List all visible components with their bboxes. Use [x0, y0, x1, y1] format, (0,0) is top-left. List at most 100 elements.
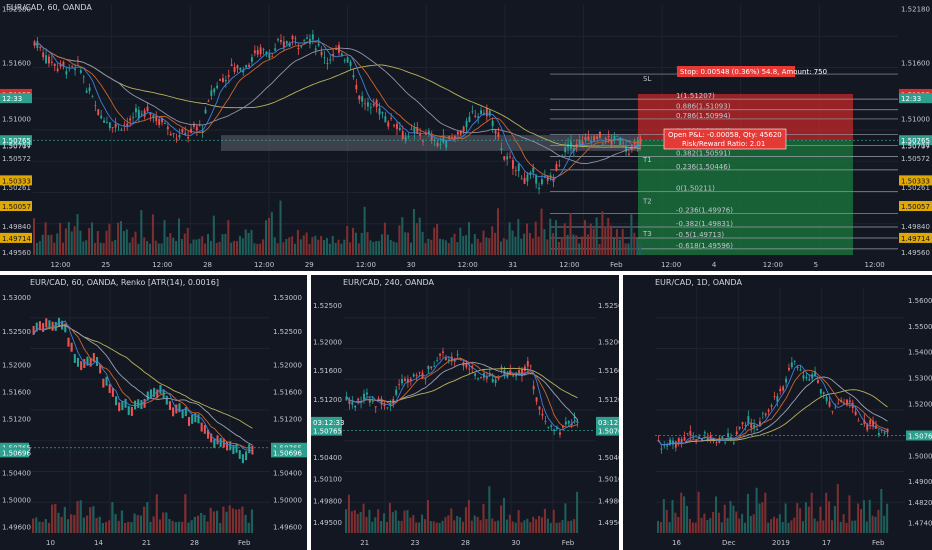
panel-1-left-price-label-4: 1.51200: [2, 415, 31, 423]
panel-2-ma-fast: [346, 357, 578, 428]
fib-label-6: 0.382(1.50591): [676, 149, 731, 157]
panel-1-price-label-4: 1.51200: [273, 415, 302, 423]
panel-1-volume: [32, 494, 254, 533]
panel-2-price-label-3: 1.51200: [598, 396, 619, 404]
main-price-label-15: 1.49714: [899, 232, 932, 243]
main-time-label-5: 29: [305, 261, 314, 269]
position-pnl-box[interactable]: Open P&L: -0.00058, Qty: 45620Risk/Rewar…: [663, 128, 787, 150]
main-left-price-label-12: 1.50261: [2, 184, 31, 192]
renko-chart-pane[interactable]: 1.530001.525001.520001.516001.512001.507…: [0, 275, 307, 550]
svg-text:1.49714: 1.49714: [2, 235, 31, 243]
fib-label-3: 0.786(1.50994): [676, 112, 731, 120]
panel-2-left-price-label-5: 03:12:33: [311, 416, 344, 427]
panel-3-price-label-2: 1.54000: [908, 349, 932, 357]
panel-3-price-label-0: 1.56000: [908, 297, 932, 305]
ma-faster: [34, 40, 641, 181]
take-profit-zone[interactable]: [638, 140, 853, 255]
panel-1-time-label-0: 10: [46, 539, 55, 547]
panel-2-left-price-label-1: 1.52000: [313, 338, 342, 346]
main-left-price-label-14: 1.49840: [2, 223, 31, 231]
main-time-label-9: 31: [508, 261, 517, 269]
main-volume: [33, 200, 642, 255]
fib-label-11: -0.5(1.49713): [676, 231, 724, 239]
main-time-label-3: 28: [203, 261, 212, 269]
svg-text:1.50333: 1.50333: [2, 177, 31, 185]
renko-chart-title: EUR/CAD, 60, OANDA, Renko [ATR(14), 0.00…: [30, 278, 219, 287]
main-left-price-label-13: 1.50057: [0, 201, 32, 212]
main-price-label-14: 1.49840: [901, 223, 930, 231]
main-left-price-label-8: 1.50707: [2, 143, 31, 151]
panel-2-price-label-1: 1.52000: [598, 338, 619, 346]
main-left-price-label-4: 1.51000: [2, 115, 31, 123]
ma-mid: [34, 42, 641, 164]
main-time-label-6: 12:00: [356, 261, 376, 269]
h4-chart-pane[interactable]: 1.525001.520001.516001.512001.5076503:12…: [311, 275, 619, 550]
h4-chart-title: EUR/CAD, 240, OANDA: [343, 278, 434, 287]
panel-3-price-label-1: 1.55000: [908, 323, 932, 331]
main-price-label-5: 1.50765: [899, 135, 932, 146]
panel-2-price-label-2: 1.51600: [598, 367, 619, 375]
main-time-label-4: 12:00: [254, 261, 274, 269]
panel-2-price-label-4: 1.50765: [596, 425, 619, 436]
panel-1-time-label-2: 21: [142, 539, 151, 547]
panel-1-time-label-4: Feb: [238, 539, 251, 547]
panel-2-time-label-4: Feb: [562, 539, 575, 547]
panel-1-time-label-1: 14: [94, 539, 103, 547]
daily-chart-pane[interactable]: 1.56000 1.55000 1.54000 1.53000 1.52000 1.507…: [623, 275, 932, 550]
panel-2-left-price-label-4: 1.50765: [311, 425, 342, 436]
panel-1-left-price-label-8: 1.50000: [2, 496, 31, 504]
marker-sl: SL: [643, 75, 651, 83]
panel-2-left-price-label-6: 1.50400: [313, 454, 342, 462]
main-price-label-0: 1.52180: [901, 6, 930, 14]
panel-3-price-label-6: 1.50000: [908, 452, 932, 460]
svg-text:Stop: 0.00548 (0.36%) 54.8, Am: Stop: 0.00548 (0.36%) 54.8, Amount: 750: [680, 68, 827, 76]
fib-label-1: 1(1.51207): [676, 92, 715, 100]
main-left-price-label-1: 1.51600: [2, 60, 31, 68]
consolidation-box[interactable]: [221, 135, 641, 151]
marker-t3: T3: [642, 230, 652, 238]
ma-slow: [34, 42, 641, 149]
panel-3-time-label-3: 17: [822, 539, 831, 547]
stop-label[interactable]: Stop: 0.00548 (0.36%) 54.8, Amount: 750: [677, 66, 827, 77]
ma-fast: [34, 41, 641, 179]
fib-label-7: 0.236(1.50446): [676, 163, 731, 171]
panel-2-left-price-label-0: 1.52500: [313, 302, 342, 310]
fib-label-2: 0.886(1.51093): [676, 103, 731, 111]
panel-3-ma-fast: [658, 369, 888, 446]
panel-2-ma-faster: [346, 356, 578, 431]
panel-2-left-price-label-7: 1.50100: [313, 476, 342, 484]
panel-2-time-label-1: 23: [411, 539, 420, 547]
panel-3-time-label-2: 2019: [772, 539, 790, 547]
panel-1-ma-mid: [33, 325, 253, 446]
main-time-label-14: 12:00: [763, 261, 783, 269]
main-left-price-label-7: 1.50714: [2, 142, 31, 150]
svg-text:12:33: 12:33: [2, 95, 22, 103]
panel-3-price-label-3: 1.53000: [908, 375, 932, 383]
main-left-price-label-16: 1.49560: [2, 249, 31, 257]
main-price-label-11: 1.50333: [899, 175, 932, 186]
main-time-label-7: 30: [407, 261, 416, 269]
svg-text:1.50333: 1.50333: [901, 177, 930, 185]
risk-reward-text: Risk/Reward Ratio: 2.01: [682, 140, 765, 148]
panel-2-time-label-2: 28: [461, 539, 470, 547]
main-price-label-8: 1.50707: [901, 143, 930, 151]
main-time-label-10: 12:00: [559, 261, 579, 269]
main-time-label-0: 12:00: [50, 261, 70, 269]
panel-1-price-label-2: 1.52000: [273, 362, 302, 370]
svg-text:12:33: 12:33: [901, 95, 921, 103]
panel-3-volume: [657, 484, 889, 533]
main-time-label-13: 4: [712, 261, 717, 269]
panel-2-price-label-9: 1.49500: [598, 519, 619, 527]
main-time-label-15: 5: [814, 261, 818, 269]
main-price-label-16: 1.49560: [901, 249, 930, 257]
svg-text:1.50696: 1.50696: [273, 449, 302, 457]
panel-1-time-label-3: 28: [190, 539, 199, 547]
main-chart-pane[interactable]: 1.272(1.51477)1(1.51207)0.886(1.51093)0.…: [0, 0, 932, 271]
panel-1-left-price-label-0: 1.53000: [2, 294, 31, 302]
panel-2-time-label-0: 21: [360, 539, 369, 547]
panel-1-price-label-8: 1.50000: [273, 496, 302, 504]
panel-1-price-label-1: 1.52500: [273, 328, 302, 336]
main-left-price-label-0: 1.52180: [2, 6, 31, 14]
main-time-label-11: Feb: [610, 261, 623, 269]
